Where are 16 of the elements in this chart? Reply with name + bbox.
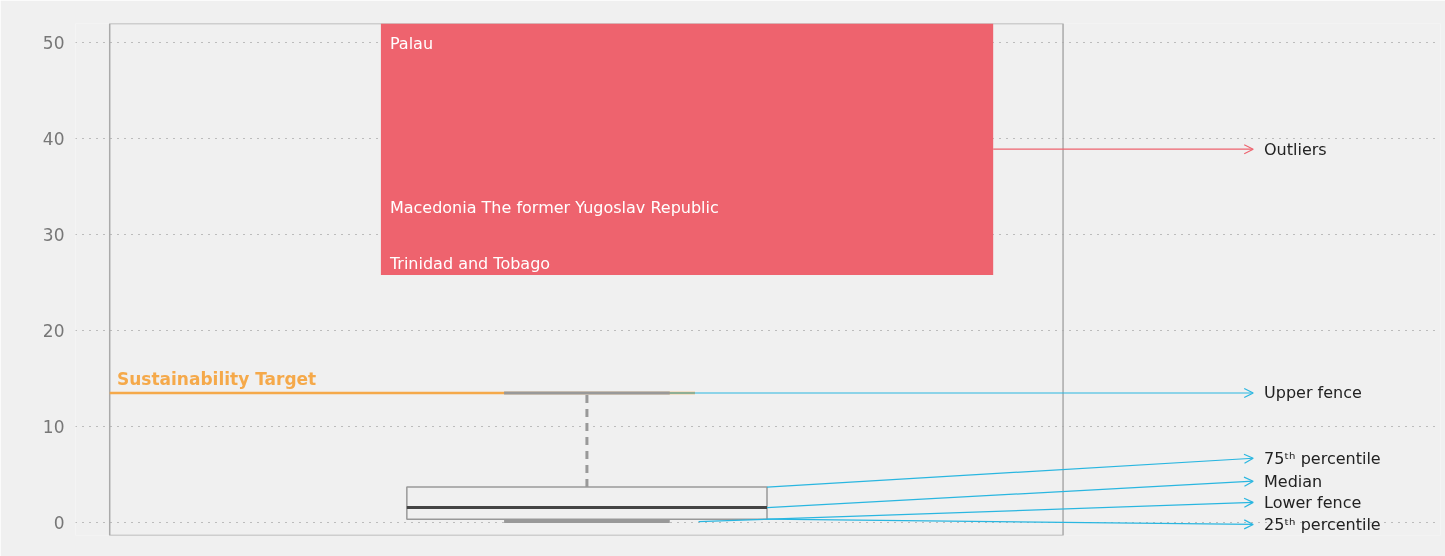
band-label: Outliers xyxy=(1264,139,1327,159)
y-tick-label: 40 xyxy=(42,129,65,150)
y-tick-label: 20 xyxy=(42,321,65,342)
annotation: Palau xyxy=(389,34,434,54)
annotation: Median xyxy=(1264,471,1323,491)
annotation: 25ᵗʰ percentile xyxy=(1264,514,1381,534)
annotation: Macedonia The former Yugoslav Republic xyxy=(389,197,719,217)
annotation: Upper fence xyxy=(1264,383,1362,403)
y-tick-label: 0 xyxy=(53,513,65,534)
annotation: Lower fence xyxy=(1264,492,1362,512)
annotation: Trinidad and Tobago xyxy=(388,254,551,274)
ref-line-label: Sustainability Target xyxy=(116,368,317,389)
annotation: 75ᵗʰ percentile xyxy=(1264,448,1381,468)
y-tick-label: 30 xyxy=(42,225,65,246)
y-tick-label: 50 xyxy=(42,33,65,54)
y-tick-label: 10 xyxy=(42,417,65,438)
